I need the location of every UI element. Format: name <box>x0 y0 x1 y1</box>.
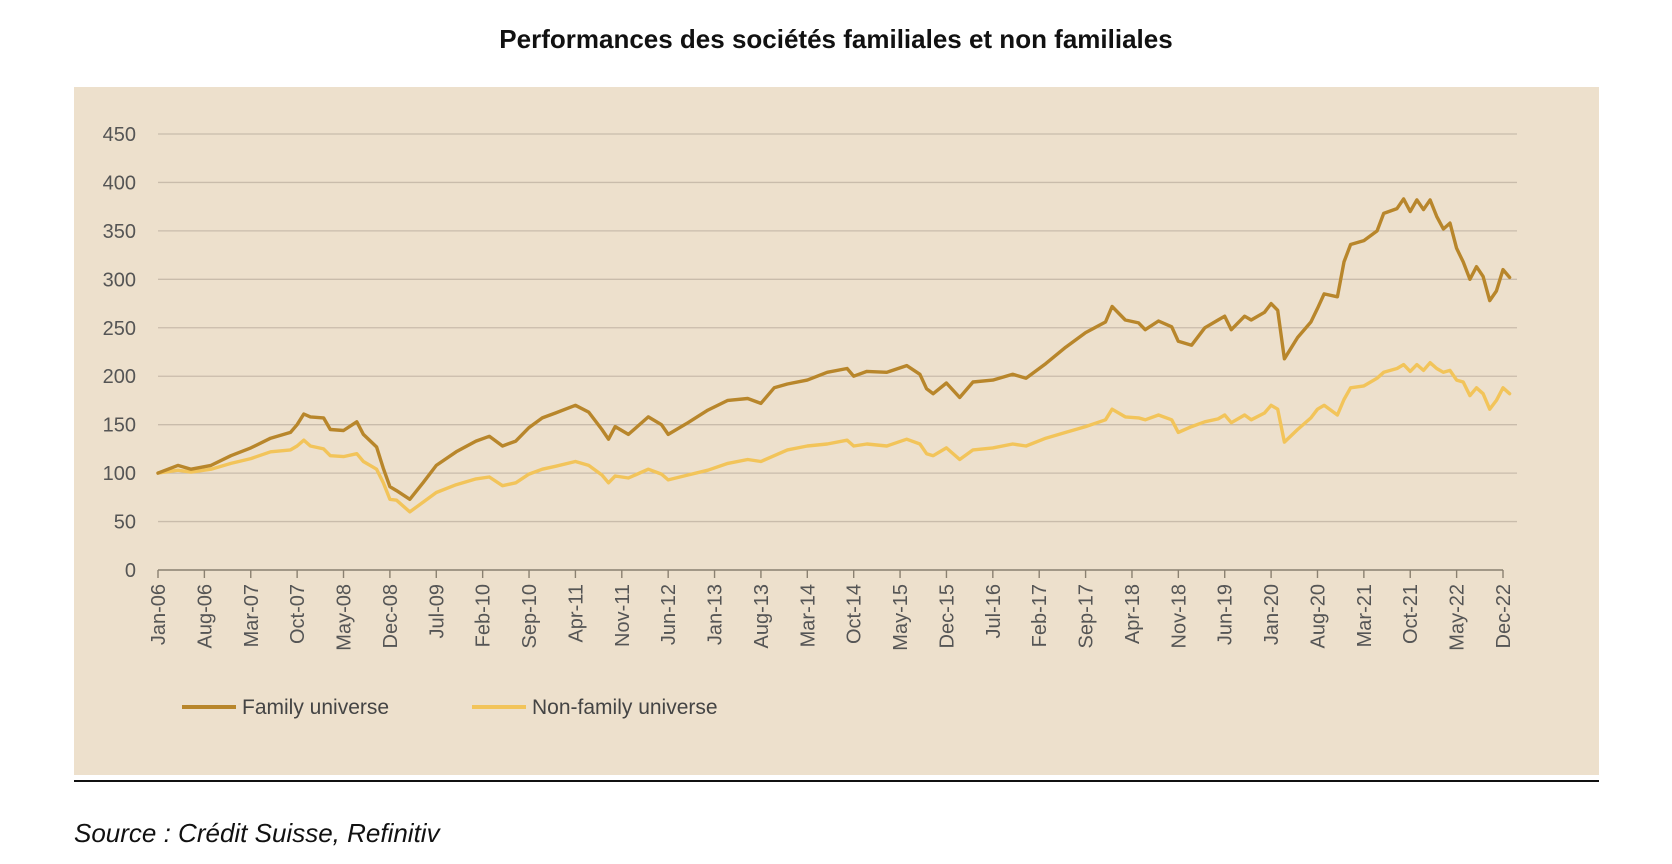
y-tick-label: 400 <box>103 172 136 194</box>
x-tick-label: Aug-06 <box>194 584 216 649</box>
x-tick-label: May-22 <box>1447 584 1469 651</box>
x-tick-label: Jan-06 <box>148 584 170 645</box>
chart-panel: 0 50 100 150 200 250 300 350 400 450 Jan-06 Aug-06… <box>74 87 1599 775</box>
non-family-universe-line <box>156 361 1512 514</box>
legend: Family universe Non-family universe <box>182 696 718 719</box>
y-tick-label: 350 <box>103 221 136 243</box>
x-tick-label: Apr-18 <box>1122 584 1144 644</box>
y-tick-label: 100 <box>103 463 136 485</box>
legend-non-family-label: Non-family universe <box>532 696 718 719</box>
x-tick-label: Jun-19 <box>1215 584 1237 645</box>
y-tick-label: 200 <box>103 366 136 388</box>
bottom-rule <box>74 780 1599 782</box>
y-tick-label: 0 <box>125 560 136 582</box>
line-chart: 0 50 100 150 200 250 300 350 400 450 Jan-06 Aug-06… <box>103 124 1517 719</box>
x-tick-label: Feb-17 <box>1029 584 1051 647</box>
y-tick-label: 450 <box>103 124 136 146</box>
x-tick-label: Aug-13 <box>751 584 773 649</box>
series-lines <box>156 197 1512 514</box>
chart-title: Performances des sociétés familiales et … <box>499 24 1173 54</box>
x-tick-label: Nov-11 <box>612 584 634 647</box>
x-tick-label: Nov-18 <box>1168 584 1190 648</box>
x-tick-label: Dec-08 <box>380 584 402 648</box>
x-tick-label: Jun-12 <box>658 584 680 645</box>
x-tick-label: Sep-17 <box>1076 584 1098 649</box>
x-tick-label: Oct-14 <box>844 584 866 644</box>
x-tick-label: Apr-11 <box>565 584 587 643</box>
y-tick-label: 300 <box>103 269 136 291</box>
legend-family-label: Family universe <box>242 696 389 719</box>
x-tick-label: Dec-22 <box>1493 584 1515 648</box>
gridlines <box>158 133 1517 523</box>
x-tick-label: Oct-07 <box>287 584 309 644</box>
x-axis: Jan-06 Aug-06 Mar-07 Oct-07 May-08 Dec-08 Jul-… <box>148 569 1515 651</box>
x-tick-label: Jan-13 <box>705 584 727 645</box>
x-tick-label: Dec-15 <box>936 584 958 648</box>
source-note: Source : Crédit Suisse, Refinitiv <box>74 818 440 848</box>
y-tick-label: 50 <box>114 512 136 534</box>
y-tick-label: 250 <box>103 318 136 340</box>
y-tick-label: 150 <box>103 415 136 437</box>
x-tick-label: Jan-20 <box>1261 584 1283 645</box>
x-tick-label: Jul-16 <box>983 584 1005 638</box>
x-tick-label: Jul-09 <box>426 584 448 638</box>
x-tick-label: May-08 <box>334 584 356 651</box>
x-tick-label: Mar-14 <box>797 584 819 647</box>
x-tick-label: Sep-10 <box>519 584 541 649</box>
x-tick-label: Mar-07 <box>241 584 263 647</box>
x-tick-label: Feb-10 <box>473 584 495 647</box>
y-axis-ticks: 0 50 100 150 200 250 300 350 400 450 <box>103 124 136 582</box>
x-tick-label: Oct-21 <box>1400 584 1422 644</box>
x-tick-label: May-15 <box>890 584 912 651</box>
family-universe-line <box>156 197 1512 501</box>
x-tick-label: Aug-20 <box>1307 584 1329 649</box>
x-tick-label: Mar-21 <box>1354 584 1376 647</box>
